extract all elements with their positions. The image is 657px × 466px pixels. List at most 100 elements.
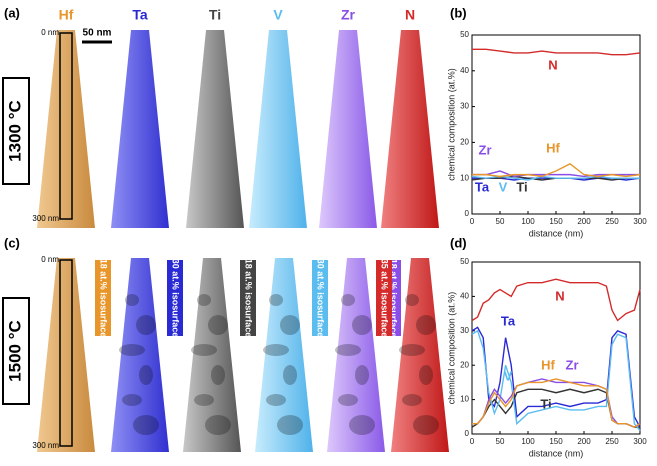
precipitate xyxy=(335,344,361,356)
y-tick-label: 0 xyxy=(465,209,470,218)
precipitate xyxy=(119,344,145,356)
x-axis-label: distance (nm) xyxy=(529,228,584,238)
panel-label: (c) xyxy=(4,235,20,250)
series-label: N xyxy=(555,288,564,303)
precipitate xyxy=(277,415,303,435)
precipitate xyxy=(338,394,358,406)
precipitate xyxy=(405,294,419,306)
precipitate xyxy=(352,315,372,335)
series-label: N xyxy=(548,57,557,72)
x-tick-label: 150 xyxy=(549,437,563,446)
element-label: Zr xyxy=(341,7,356,23)
depth-label: 0 nm xyxy=(41,28,59,37)
series-label: Hf xyxy=(546,140,560,155)
y-tick-label: 40 xyxy=(460,66,469,75)
isosurface-label: 18 at.% isosurface xyxy=(99,259,109,338)
apt-reconstruction xyxy=(381,30,439,228)
x-tick-label: 100 xyxy=(521,437,535,446)
x-tick-label: 300 xyxy=(633,437,647,446)
element-label: N xyxy=(405,7,415,23)
precipitate xyxy=(122,394,142,406)
x-tick-label: 50 xyxy=(496,437,505,446)
precipitate xyxy=(349,415,375,435)
precipitate xyxy=(402,394,422,406)
apt-reconstruction xyxy=(111,30,169,228)
precipitate xyxy=(263,344,289,356)
series-label: Ta xyxy=(475,179,490,194)
depth-label: 300 nm xyxy=(32,441,59,450)
x-tick-label: 250 xyxy=(605,217,619,226)
element-label: Hf xyxy=(59,7,74,23)
precipitate xyxy=(197,294,211,306)
x-tick-label: 200 xyxy=(577,437,591,446)
series-label: Zr xyxy=(479,142,492,157)
apt-reconstruction xyxy=(37,258,95,452)
series-label: Ta xyxy=(501,313,516,328)
x-tick-label: 0 xyxy=(470,217,475,226)
precipitate xyxy=(399,344,425,356)
precipitate xyxy=(205,415,231,435)
panel-label: (a) xyxy=(4,5,20,20)
reconstructions: 18 at.% isosurface30 at.% isosurface18 a… xyxy=(37,30,449,452)
y-axis-label: chemical composition (at.%) xyxy=(446,292,456,405)
panel-label: (d) xyxy=(450,235,467,250)
precipitate xyxy=(419,365,433,385)
series-label: Hf xyxy=(541,357,555,372)
precipitate xyxy=(125,294,139,306)
precipitate xyxy=(355,365,369,385)
precipitate xyxy=(194,394,214,406)
y-tick-label: 50 xyxy=(460,30,469,39)
precipitate xyxy=(139,365,153,385)
apt-reconstruction xyxy=(249,30,307,228)
series-label: V xyxy=(504,368,513,383)
y-tick-label: 30 xyxy=(460,102,469,111)
x-tick-label: 0 xyxy=(470,437,475,446)
x-tick-label: 100 xyxy=(521,217,535,226)
precipitate xyxy=(266,394,286,406)
temperature: 1500 °C xyxy=(5,320,24,382)
element-label: Ta xyxy=(132,7,148,23)
x-tick-label: 50 xyxy=(496,217,505,226)
isosurface-label: 30 at.% isosurface xyxy=(171,259,181,338)
series-line xyxy=(472,331,640,431)
series-label: Zr xyxy=(566,357,579,372)
series-label: V xyxy=(499,179,508,194)
apt-reconstruction xyxy=(37,30,95,228)
depth-label: 300 nm xyxy=(32,214,59,223)
y-tick-label: 10 xyxy=(460,395,469,404)
precipitate xyxy=(413,415,439,435)
scale-label: 50 nm xyxy=(83,28,112,39)
series-line xyxy=(472,327,640,427)
y-tick-label: 0 xyxy=(465,429,470,438)
x-tick-label: 200 xyxy=(577,217,591,226)
precipitate xyxy=(136,315,156,335)
element-label: V xyxy=(273,7,283,23)
precipitate xyxy=(416,315,436,335)
apt-reconstruction xyxy=(186,30,244,228)
y-tick-label: 20 xyxy=(460,360,469,369)
apt-reconstruction xyxy=(319,30,377,228)
x-tick-label: 250 xyxy=(605,437,619,446)
y-tick-label: 40 xyxy=(460,292,469,301)
precipitate xyxy=(283,365,297,385)
precipitate xyxy=(280,315,300,335)
x-axis-label: distance (nm) xyxy=(529,448,584,458)
precipitate xyxy=(341,294,355,306)
depth-label: 0 nm xyxy=(41,255,59,264)
y-tick-label: 30 xyxy=(460,326,469,335)
precipitate xyxy=(208,315,228,335)
precipitate xyxy=(191,344,217,356)
series-label: Ti xyxy=(516,179,527,194)
series-line xyxy=(472,49,640,54)
y-tick-label: 50 xyxy=(460,257,469,266)
precipitate xyxy=(133,415,159,435)
element-label: Ti xyxy=(209,7,221,23)
y-axis-label: chemical composition (at.%) xyxy=(446,68,456,181)
y-tick-label: 20 xyxy=(460,138,469,147)
temperature: 1300 °C xyxy=(5,100,24,162)
y-tick-label: 10 xyxy=(460,173,469,182)
x-tick-label: 300 xyxy=(633,217,647,226)
isosurface-label: 35 at.% isosurface xyxy=(380,259,390,338)
isosurface-label: 30 at.% isosurface xyxy=(316,259,326,338)
x-tick-label: 150 xyxy=(549,217,563,226)
